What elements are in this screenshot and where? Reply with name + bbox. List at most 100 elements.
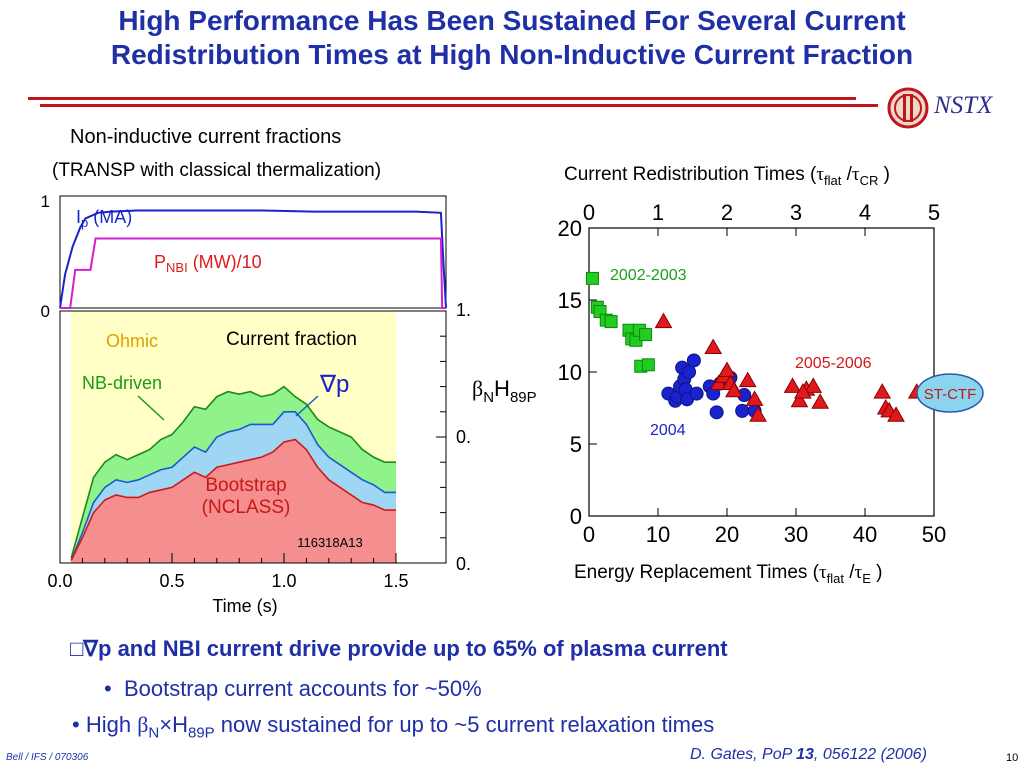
title-line-1: High Performance Has Been Sustained For … bbox=[118, 5, 906, 36]
bootstrap-label-2: (NCLASS) bbox=[202, 497, 291, 518]
x-axis-label: Time (s) bbox=[212, 596, 277, 616]
marker-2005-2006 bbox=[783, 377, 802, 393]
marker-2005-2006 bbox=[718, 361, 736, 378]
gradp-boundary-line bbox=[70, 411, 396, 561]
bullet-1-text: p and NBI current drive provide up to 65… bbox=[98, 636, 728, 661]
marker-2002-2003 bbox=[639, 328, 653, 342]
left-chart: 1 0 Ip (MA) PNBI (MW)/10 1.0 0.5 0.0 0.0… bbox=[41, 192, 470, 616]
bullet-3-h: H bbox=[172, 712, 188, 737]
gradp-label: ∇p bbox=[319, 371, 349, 398]
scatter-ytick-label: 5 bbox=[570, 432, 582, 457]
marker-2005-2006 bbox=[873, 383, 892, 399]
st-ctf-ellipse bbox=[916, 373, 984, 413]
scatter-xtick-label: 50 bbox=[922, 522, 946, 547]
bottom-ytick-1-0: 1.0 bbox=[456, 300, 470, 320]
top-ytick-0: 0 bbox=[41, 302, 50, 321]
nstx-logo-icon bbox=[887, 87, 929, 129]
slide-title: High Performance Has Been Sustained For … bbox=[0, 4, 1024, 72]
xtick-1-0: 1.0 bbox=[271, 571, 296, 591]
top-ytick-1: 1 bbox=[41, 192, 50, 211]
scatter-ytick-label: 10 bbox=[558, 360, 582, 385]
marker-2004 bbox=[709, 405, 724, 420]
xtick-1-5: 1.5 bbox=[383, 571, 408, 591]
marker-2004 bbox=[735, 403, 750, 418]
top-axis-title: Current Redistribution Times (τflat /τCR… bbox=[564, 164, 890, 188]
nb-driven-boundary-line bbox=[70, 385, 396, 559]
scatter-ytick-label: 20 bbox=[558, 216, 582, 241]
top-tick-label: 5 bbox=[928, 200, 940, 225]
bullet-2-marker: • bbox=[104, 676, 112, 701]
bootstrap-region bbox=[71, 439, 396, 563]
current-fraction-label: Current fraction bbox=[226, 329, 357, 350]
marker-2005-2006 bbox=[790, 391, 809, 408]
marker-2002-2003 bbox=[641, 358, 655, 372]
marker-2005-2006 bbox=[654, 312, 673, 329]
marker-2005-2006 bbox=[794, 383, 812, 399]
right-chart: Current Redistribution Times (τflat /τCR… bbox=[472, 164, 984, 586]
title-line-2: Redistribution Times at High Non-Inducti… bbox=[110, 39, 914, 70]
gradp-symbol: ∇ bbox=[83, 636, 99, 661]
marker-2005-2006 bbox=[887, 406, 905, 422]
scatter-xtick-label: 0 bbox=[583, 522, 595, 547]
shot-tag: 116318A13 bbox=[297, 535, 363, 550]
y-axis-label: βNH89P bbox=[472, 376, 537, 406]
title-rule-top bbox=[28, 97, 856, 100]
ip-series-line bbox=[59, 209, 447, 309]
bottom-ytick-0-0: 0.0 bbox=[456, 554, 470, 574]
marker-2004 bbox=[689, 386, 704, 401]
left-chart-subtitle: (TRANSP with classical thermalization) bbox=[52, 160, 382, 181]
gradp-pointer bbox=[295, 395, 319, 417]
top-panel-frame bbox=[59, 195, 447, 309]
pnbi-series-label: PNBI (MW)/10 bbox=[154, 252, 262, 275]
nb-driven-label: NB-driven bbox=[82, 373, 162, 393]
bottom-axis-title: Energy Replacement Times (τflat /τE ) bbox=[574, 562, 882, 586]
scatter-markers bbox=[585, 271, 926, 422]
bullet-3-sub-89p: 89P bbox=[187, 724, 215, 742]
left-chart-title: Non-inductive current fractions bbox=[70, 126, 342, 148]
nb-driven-pointer bbox=[137, 395, 165, 421]
scatter-ytick-label: 15 bbox=[558, 288, 582, 313]
scatter-axes: 0 10 20 30 40 50 0 5 10 15 20 bbox=[558, 216, 947, 547]
bullet-3: • High βN×H89P now sustained for up to ~… bbox=[72, 712, 714, 741]
bottom-ytick-0-5: 0.5 bbox=[456, 427, 470, 447]
citation-prefix: D. Gates, PoP bbox=[690, 746, 797, 763]
series-label-2004: 2004 bbox=[650, 422, 686, 439]
bootstrap-boundary-line bbox=[70, 438, 396, 561]
citation-suffix: , 056122 (2006) bbox=[813, 746, 927, 763]
top-tick-label: 1 bbox=[652, 200, 664, 225]
st-ctf-label: ST-CTF bbox=[924, 386, 977, 403]
top-axis-ticks: 0 1 2 3 4 5 bbox=[583, 200, 940, 236]
scatter-ytick-label: 0 bbox=[570, 504, 582, 529]
top-tick-label: 4 bbox=[859, 200, 871, 225]
bullet-1-marker: □ bbox=[70, 636, 84, 661]
scatter-xtick-label: 40 bbox=[853, 522, 877, 547]
bottom-panel: 1.0 0.5 0.0 0.0 0.5 1.0 1.5 Time (s) Cur… bbox=[47, 300, 470, 616]
marker-2005-2006 bbox=[749, 406, 767, 422]
bootstrap-label-1: Bootstrap bbox=[205, 475, 286, 496]
page-number: 10 bbox=[1006, 752, 1019, 764]
marker-2004 bbox=[686, 353, 701, 368]
bullet-1: □∇p and NBI current drive provide up to … bbox=[70, 636, 728, 662]
marker-2002-2003 bbox=[585, 271, 599, 285]
series-label-2005-2006: 2005-2006 bbox=[795, 355, 872, 372]
beta-symbol: β bbox=[137, 712, 149, 737]
marker-2005-2006 bbox=[704, 338, 723, 355]
series-label-2002-2003: 2002-2003 bbox=[610, 267, 687, 284]
citation: D. Gates, PoP 13, 056122 (2006) bbox=[690, 746, 927, 764]
scatter-xtick-label: 20 bbox=[715, 522, 739, 547]
bullet-3-pre: High bbox=[85, 712, 138, 737]
top-tick-label: 0 bbox=[583, 200, 595, 225]
top-tick-label: 3 bbox=[790, 200, 802, 225]
citation-volume: 13 bbox=[796, 746, 814, 763]
top-tick-label: 2 bbox=[721, 200, 733, 225]
nstx-logo-text: NSTX bbox=[934, 92, 993, 119]
marker-2002-2003 bbox=[604, 315, 618, 329]
times-symbol: × bbox=[159, 712, 173, 737]
bullet-2: • Bootstrap current accounts for ~50% bbox=[104, 676, 482, 702]
top-panel: 1 0 Ip (MA) PNBI (MW)/10 bbox=[41, 192, 447, 321]
bullet-2-text: Bootstrap current accounts for ~50% bbox=[123, 676, 482, 701]
st-ctf-arrow: ST-CTF bbox=[916, 373, 984, 413]
scatter-xtick-label: 10 bbox=[646, 522, 670, 547]
marker-2005-2006 bbox=[745, 390, 764, 406]
bullet-3-sub-n: N bbox=[148, 724, 160, 742]
